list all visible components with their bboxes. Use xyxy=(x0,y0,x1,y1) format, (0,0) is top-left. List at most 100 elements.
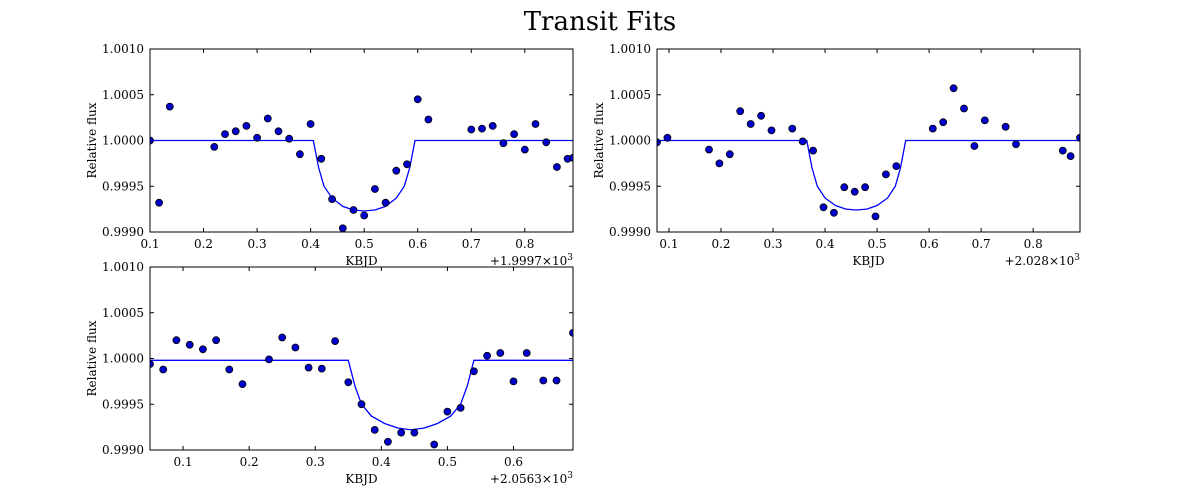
y-tick-label: 0.9995 xyxy=(102,179,144,193)
flux-data-point xyxy=(253,133,262,142)
flux-data-point xyxy=(397,428,406,437)
transit-plot-1: 0.1 0.2 0.3 0.4 0.5 0.6 0.7 0.8 0.9990 0.9995 1.00… xyxy=(85,42,574,268)
flux-data-point xyxy=(278,333,287,342)
flux-data-point xyxy=(510,130,518,139)
flux-data-point xyxy=(499,139,508,148)
flux-data-point xyxy=(430,440,439,449)
x-tick-label: 0.2 xyxy=(711,237,730,251)
flux-data-point xyxy=(317,364,326,373)
x-tick-label: 0.3 xyxy=(248,237,267,251)
flux-data-point xyxy=(509,377,518,386)
flux-data-point xyxy=(725,150,734,159)
flux-data-point xyxy=(231,127,240,136)
flux-data-point xyxy=(767,126,776,135)
x-tick-label: 0.1 xyxy=(140,237,159,251)
flux-data-point xyxy=(392,166,401,175)
x-tick-label: 0.7 xyxy=(462,237,481,251)
x-tick-label: 0.5 xyxy=(438,455,457,469)
flux-data-point xyxy=(1076,133,1080,142)
flux-data-point xyxy=(483,351,492,360)
flux-data-point xyxy=(306,120,315,128)
y-tick-label: 1.0000 xyxy=(102,134,144,148)
flux-data-point xyxy=(850,187,859,196)
plot-area xyxy=(657,84,1080,221)
x-tick-label: 0.6 xyxy=(504,455,523,469)
flux-data-point xyxy=(1012,140,1020,149)
flux-data-point xyxy=(757,111,765,120)
flux-data-point xyxy=(155,198,164,207)
flux-data-point xyxy=(212,336,221,345)
flux-data-point xyxy=(819,203,828,212)
flux-data-point xyxy=(221,130,229,139)
x-offset-exponent: 3 xyxy=(567,253,573,263)
flux-data-point xyxy=(715,159,724,168)
flux-data-point xyxy=(165,102,174,111)
y-tick-label: 1.0005 xyxy=(102,306,144,320)
flux-data-point xyxy=(198,345,207,354)
x-tick-label: 0.8 xyxy=(515,237,534,251)
flux-data-point xyxy=(357,400,366,409)
flux-data-point xyxy=(788,124,797,133)
flux-data-point xyxy=(172,336,181,345)
x-tick-label: 0.4 xyxy=(372,455,391,469)
flux-data-point xyxy=(552,376,561,385)
flux-data-point xyxy=(467,125,476,134)
flux-data-point xyxy=(1058,146,1067,155)
flux-data-point xyxy=(1066,152,1075,161)
x-tick-label: 0.4 xyxy=(301,237,320,251)
flux-data-point xyxy=(304,363,313,372)
flux-data-point xyxy=(531,120,540,128)
flux-data-point xyxy=(338,224,347,232)
x-offset-mantissa: +2.0563×10 xyxy=(490,472,567,486)
flux-data-point xyxy=(478,124,486,133)
transit-model-line xyxy=(150,139,573,212)
flux-data-point xyxy=(705,145,713,154)
plot-area xyxy=(150,95,573,232)
figure-title: Transit Fits xyxy=(524,7,677,37)
flux-data-point xyxy=(403,160,411,169)
x-axis-label: KBJD xyxy=(345,254,377,268)
y-tick-label: 0.9990 xyxy=(609,225,651,239)
x-tick-label: 0.2 xyxy=(240,455,259,469)
flux-data-point xyxy=(469,367,478,376)
flux-data-point xyxy=(861,183,869,192)
flux-data-point xyxy=(522,349,531,357)
x-axis-label: KBJD xyxy=(345,472,377,486)
flux-data-point xyxy=(383,437,392,446)
axes-frame xyxy=(149,266,574,451)
flux-data-point xyxy=(980,116,989,125)
y-tick-label: 0.9990 xyxy=(102,225,144,239)
flux-data-point xyxy=(381,198,390,207)
flux-data-point xyxy=(798,137,807,146)
flux-data-point xyxy=(413,95,422,104)
flux-data-point xyxy=(274,127,283,136)
x-tick-label: 0.3 xyxy=(763,237,782,251)
flux-data-point xyxy=(1001,122,1010,131)
flux-data-point xyxy=(210,142,219,151)
x-offset-mantissa: +2.028×10 xyxy=(1005,254,1075,268)
flux-data-point xyxy=(488,122,497,130)
x-offset-label: +2.028×103 xyxy=(1005,253,1081,268)
axes-frame xyxy=(656,48,1081,233)
flux-data-point xyxy=(238,380,247,389)
y-tick-label: 1.0000 xyxy=(609,134,651,148)
flux-data-point xyxy=(150,360,154,368)
flux-data-point xyxy=(317,154,326,163)
flux-data-point xyxy=(553,163,561,171)
y-axis-label: Relative flux xyxy=(85,320,99,396)
flux-data-point xyxy=(663,133,672,142)
x-tick-label: 0.3 xyxy=(306,455,325,469)
y-tick-label: 0.9995 xyxy=(609,179,651,193)
flux-data-point xyxy=(569,329,573,337)
flux-data-point xyxy=(809,146,817,155)
x-offset-label: +1.9997×103 xyxy=(490,253,573,268)
flux-data-point xyxy=(331,337,340,346)
flux-data-point xyxy=(520,145,529,154)
x-tick-label: 0.7 xyxy=(972,237,991,251)
flux-data-point xyxy=(185,340,194,349)
flux-data-point xyxy=(496,349,505,357)
transit-model-line xyxy=(657,139,1080,211)
flux-data-point xyxy=(150,136,154,145)
y-axis-label: Relative flux xyxy=(592,102,606,178)
